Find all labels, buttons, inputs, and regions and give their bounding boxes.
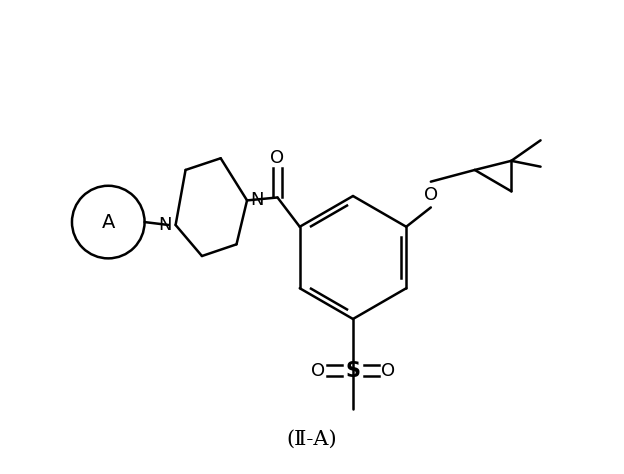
- Text: A: A: [102, 212, 115, 232]
- Text: N: N: [250, 191, 264, 210]
- Text: O: O: [381, 362, 395, 380]
- Text: N: N: [158, 216, 172, 234]
- Text: (Ⅱ-A): (Ⅱ-A): [286, 429, 338, 448]
- Text: O: O: [424, 185, 438, 203]
- Text: S: S: [346, 361, 361, 381]
- Text: O: O: [311, 362, 325, 380]
- Text: O: O: [270, 149, 285, 167]
